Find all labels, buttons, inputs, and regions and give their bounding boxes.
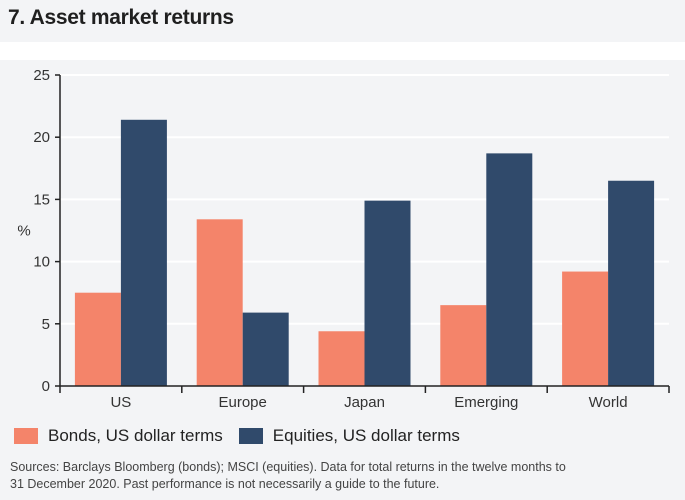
x-tick-label: Europe [219,394,267,411]
legend-swatch-equities [238,428,263,444]
legend-label-bonds: Bonds, US dollar terms [48,426,223,445]
y-tick-label: 10 [33,254,50,271]
bar-equities-us [120,119,167,386]
y-tick-label: 20 [33,129,50,146]
bar-bonds-emerging [440,305,487,386]
legend-label-equities: Equities, US dollar terms [272,426,460,445]
bar-equities-japan [364,200,411,386]
y-tick-label: 25 [33,67,50,84]
bar-equities-world [608,180,655,386]
title-divider [0,42,685,60]
bar-equities-europe [242,312,289,386]
bar-bonds-world [562,271,609,386]
legend-item-equities: Equities, US dollar terms [238,426,460,446]
bar-bonds-us [74,292,121,386]
legend-swatch-bonds [14,428,38,444]
y-tick-label: 0 [42,378,50,395]
y-tick-label: 5 [42,316,50,333]
source-line-1: Sources: Barclays Bloomberg (bonds); MSC… [10,460,566,474]
x-tick-label: Emerging [454,394,518,411]
legend-item-bonds: Bonds, US dollar terms [14,426,223,446]
source-line-2: 31 December 2020. Past performance is no… [10,477,440,491]
y-tick-label: 15 [33,191,50,208]
x-tick-label: US [110,394,131,411]
bar-bonds-europe [196,219,243,386]
source-note: Sources: Barclays Bloomberg (bonds); MSC… [10,459,670,493]
chart-title: 7. Asset market returns [8,6,234,29]
legend: Bonds, US dollar terms Equities, US doll… [14,426,460,446]
y-axis-label: % [17,223,30,240]
bar-equities-emerging [486,153,533,386]
bar-bonds-japan [318,331,365,386]
bar-chart: 0 5 10 15 20 25% US Europe Japan Emerging World [17,67,670,411]
x-tick-label: World [589,394,628,411]
x-tick-label: Japan [344,394,385,411]
